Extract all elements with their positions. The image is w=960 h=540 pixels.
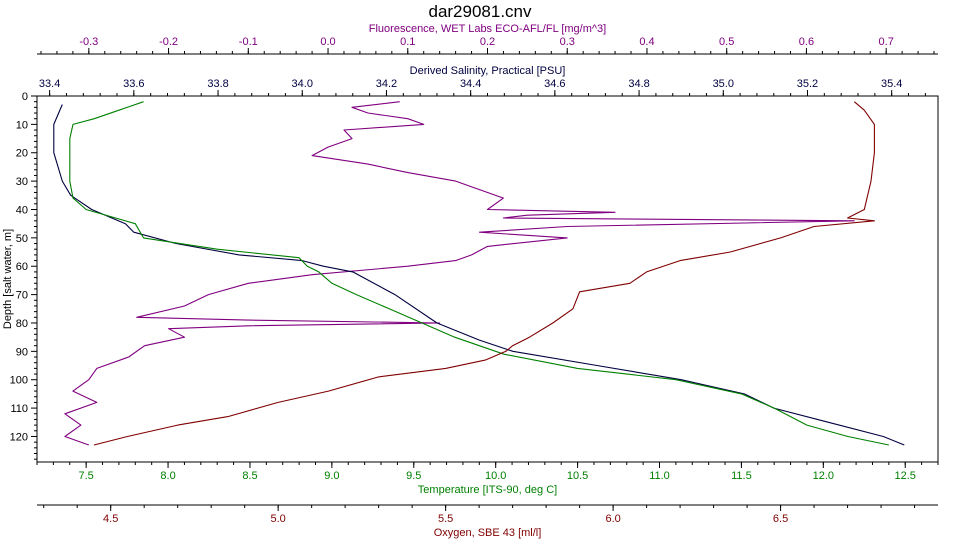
- depth-tick-label: 70: [16, 290, 28, 302]
- salinity-tick-label: 33.4: [39, 78, 60, 90]
- oxygen-axis-label: Oxygen, SBE 43 [ml/l]: [434, 527, 542, 539]
- fluorescence-tick-label: 0.6: [799, 36, 814, 48]
- fluorescence-tick-label: 0.1: [400, 36, 415, 48]
- oxygen-tick-label: 6.5: [773, 513, 788, 525]
- salinity-tick-label: 33.8: [207, 78, 228, 90]
- oxygen-axis: 4.5 5.0 5.5 6.0 6.5 Oxygen, SBE 43 [ml/l]: [37, 504, 938, 539]
- salinity-tick-label: 34.6: [544, 78, 565, 90]
- depth-axis-label: Depth [salt water, m]: [2, 229, 14, 329]
- depth-tick-label: 120: [10, 431, 28, 443]
- oxygen-tick-label: 5.0: [271, 513, 286, 525]
- depth-tick-label: 40: [16, 204, 28, 216]
- fluorescence-tick-label: -0.3: [79, 36, 98, 48]
- fluorescence-tick-label: 0.0: [320, 36, 335, 48]
- oxygen-tick-label: 4.5: [103, 513, 118, 525]
- axes-layer: -0.3 -0.2 -0.1 0.0 0.1 0.2 0.3 0.4 0.5 0.6 0.7 Fluo…: [10, 23, 939, 539]
- salinity-tick-label: 35.2: [797, 78, 818, 90]
- temperature-tick-label: 10.0: [485, 470, 506, 482]
- salinity-tick-label: 35.0: [713, 78, 734, 90]
- plot-frame: [36, 95, 939, 463]
- temperature-tick-label: 12.0: [813, 470, 834, 482]
- temperature-tick-label: 11.0: [649, 470, 670, 482]
- oxygen-tick-label: 5.5: [438, 513, 453, 525]
- depth-tick-label: 0: [22, 91, 28, 103]
- fluorescence-tick-label: 0.3: [560, 36, 575, 48]
- temperature-profile-line: [69, 101, 890, 446]
- depth-tick-label: 80: [16, 318, 28, 330]
- depth-axis: 0 10 20 30 40 50 60 70 80 90 100 110 120: [10, 91, 37, 460]
- fluorescence-axis: -0.3 -0.2 -0.1 0.0 0.1 0.2 0.3 0.4 0.5 0.6 0.7 Fluo…: [37, 23, 938, 55]
- salinity-tick-label: 35.4: [881, 78, 902, 90]
- temperature-axis: 7.5 8.0 8.5 9.0 9.5 10.0 10.5 11.0 11.5 12.0 12.5 T…: [36, 462, 939, 496]
- fluorescence-profile-line: [64, 101, 855, 446]
- series-layer: [53, 101, 905, 446]
- depth-tick-label: 20: [16, 148, 28, 160]
- salinity-axis: 33.4 33.6 33.8 34.0 34.2 34.4 34.6 34.8 35.0 35.2…: [39, 65, 926, 96]
- temperature-tick-label: 9.0: [324, 470, 339, 482]
- chart-title: dar29081.cnv: [428, 2, 532, 21]
- temperature-tick-label: 12.5: [895, 470, 916, 482]
- salinity-tick-label: 34.2: [376, 78, 397, 90]
- fluorescence-tick-label: 0.7: [879, 36, 894, 48]
- oxygen-tick-label: 6.0: [605, 513, 620, 525]
- salinity-tick-label: 33.6: [123, 78, 144, 90]
- fluorescence-axis-label: Fluorescence, WET Labs ECO-AFL/FL [mg/m^…: [369, 23, 606, 35]
- temperature-tick-label: 8.5: [242, 470, 257, 482]
- temperature-tick-label: 7.5: [78, 470, 93, 482]
- fluorescence-tick-label: 0.2: [480, 36, 495, 48]
- temperature-tick-label: 10.5: [567, 470, 588, 482]
- fluorescence-tick-label: 0.5: [719, 36, 734, 48]
- depth-tick-label: 100: [10, 375, 28, 387]
- fluorescence-tick-label: -0.1: [239, 36, 258, 48]
- salinity-tick-label: 34.0: [292, 78, 313, 90]
- depth-tick-label: 110: [10, 403, 28, 415]
- depth-tick-label: 90: [16, 346, 28, 358]
- fluorescence-tick-label: -0.2: [159, 36, 178, 48]
- temperature-axis-label: Temperature [ITS-90, deg C]: [418, 484, 557, 496]
- temperature-tick-label: 9.5: [406, 470, 421, 482]
- depth-tick-label: 30: [16, 176, 28, 188]
- depth-tick-label: 10: [16, 119, 28, 131]
- salinity-tick-label: 34.8: [628, 78, 649, 90]
- salinity-tick-label: 34.4: [460, 78, 481, 90]
- depth-tick-label: 60: [16, 261, 28, 273]
- fluorescence-tick-label: 0.4: [639, 36, 654, 48]
- salinity-axis-label: Derived Salinity, Practical [PSU]: [410, 65, 566, 77]
- oxygen-profile-line: [93, 101, 875, 446]
- temperature-tick-label: 8.0: [160, 470, 175, 482]
- salinity-profile-line: [53, 104, 905, 446]
- temperature-tick-label: 11.5: [731, 470, 752, 482]
- depth-tick-label: 50: [16, 233, 28, 245]
